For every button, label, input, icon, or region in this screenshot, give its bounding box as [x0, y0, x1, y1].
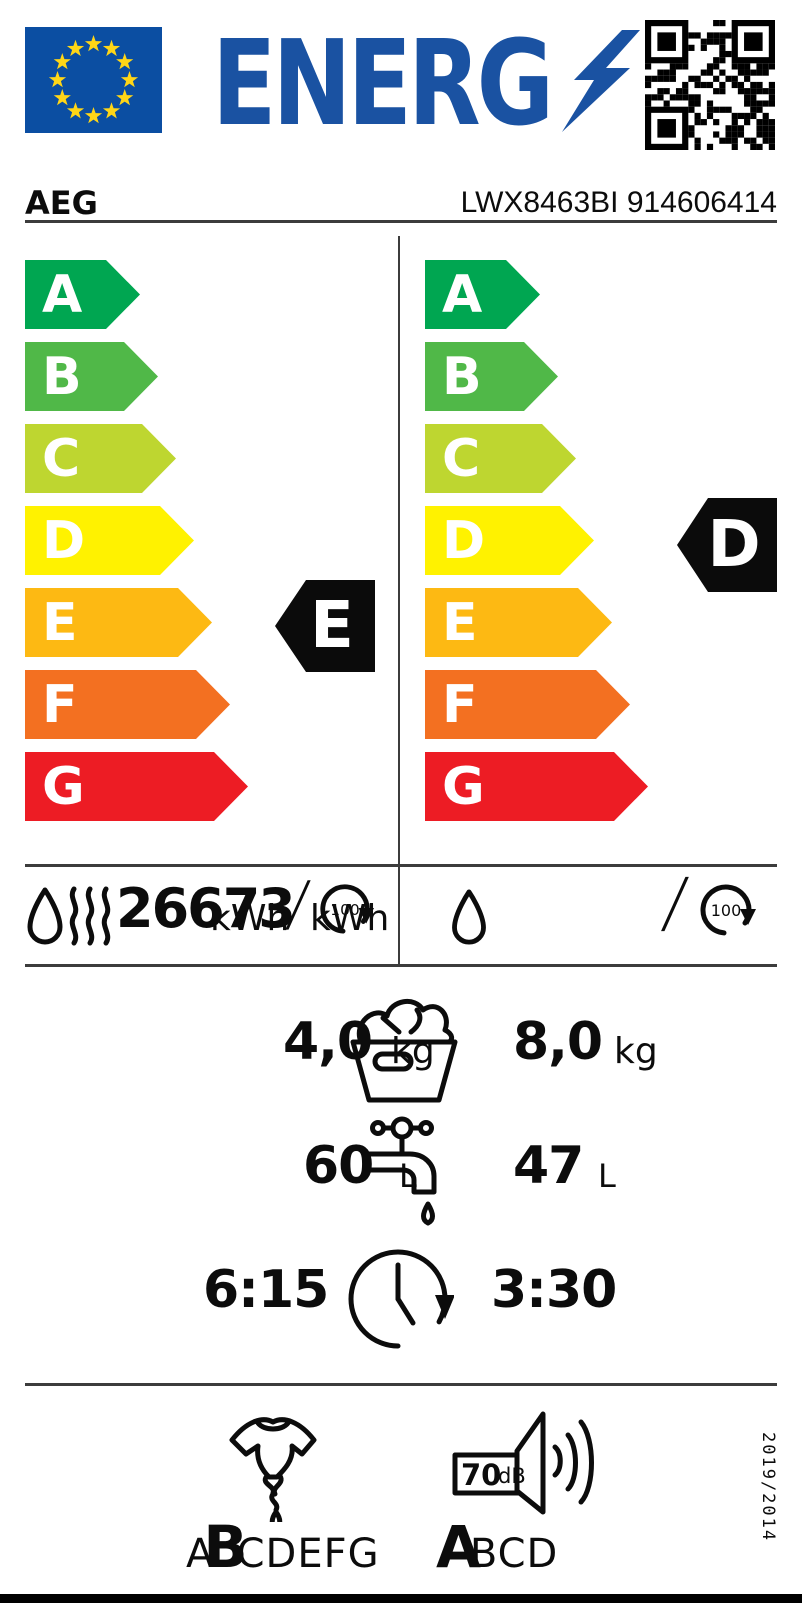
- noise-unit: dB: [498, 1464, 526, 1488]
- grade-arrow-left-g: G: [25, 752, 248, 821]
- rating-indicator-right: D: [677, 498, 777, 592]
- capacity-wash-unit: kg: [391, 1031, 435, 1072]
- grade-arrow-right-c: C: [425, 424, 576, 493]
- spin-class-scale: A B CDEFG: [186, 1518, 380, 1576]
- divider-consumption-bottom: [25, 964, 777, 967]
- grade-arrow-left-d: D: [25, 506, 194, 575]
- water-dry-unit: L: [598, 1157, 616, 1195]
- grade-letter: B: [42, 346, 82, 407]
- supplier-name: AEG: [25, 184, 98, 222]
- grade-arrow-right-f: F: [425, 670, 630, 739]
- divider-consumption-top: [25, 864, 777, 867]
- rating-letter-left: E: [310, 589, 354, 663]
- divider-header: [25, 220, 777, 223]
- noise-class-rating: A: [436, 1513, 481, 1581]
- energy-unit2-overlap: kWh: [310, 898, 390, 939]
- qr-code: [645, 20, 775, 150]
- heat-waves-icon: [69, 886, 111, 946]
- water-wash-value: 60: [303, 1136, 374, 1196]
- noise-classes-after: BCD: [469, 1531, 559, 1577]
- grade-letter: F: [442, 674, 478, 735]
- water-dry-value: 47: [513, 1136, 584, 1196]
- grade-letter: D: [442, 510, 486, 571]
- grade-letter: G: [442, 756, 485, 817]
- regulation-reference: 2019/2014: [758, 1432, 778, 1543]
- grade-arrow-left-e: E: [25, 588, 212, 657]
- grade-letter: C: [442, 428, 481, 489]
- capacity-wash-value: 4,0: [283, 1012, 373, 1072]
- grade-arrow-left-f: F: [25, 670, 230, 739]
- divider-center: [398, 236, 400, 966]
- grade-arrow-right-e: E: [425, 588, 612, 657]
- grade-letter: G: [42, 756, 85, 817]
- grade-letter: A: [42, 264, 83, 325]
- water-wash-unit: L: [399, 1157, 417, 1195]
- water-tap-icon: [363, 1116, 437, 1226]
- water-drop-icon-right: [452, 889, 486, 945]
- grade-arrow-right-a: A: [425, 260, 540, 329]
- lightning-bolt-icon: [562, 30, 640, 132]
- divider-bottom-section: [25, 1383, 777, 1386]
- capacity-dry-unit: kg: [614, 1031, 658, 1072]
- grade-arrow-right-b: B: [425, 342, 558, 411]
- grade-arrow-right-g: G: [425, 752, 648, 821]
- per-100-cycles-icon-right: 100: [700, 884, 756, 936]
- energ-logo-text: ENERG: [212, 14, 554, 152]
- grade-arrow-right-d: D: [425, 506, 594, 575]
- eu-flag: [25, 27, 162, 133]
- per-100-cycles-icon-left: 100: [320, 884, 374, 934]
- bottom-black-bar: [0, 1594, 802, 1603]
- grade-letter: E: [42, 592, 78, 653]
- spin-drying-icon: [229, 1417, 317, 1522]
- grade-arrow-left-a: A: [25, 260, 140, 329]
- grade-letter: F: [42, 674, 78, 735]
- cycles-count: 100: [711, 901, 742, 920]
- cycles-count: 100: [330, 901, 360, 919]
- capacity-dry-value: 8,0: [513, 1012, 603, 1072]
- clock-icon: [348, 1249, 454, 1349]
- grade-arrow-left-c: C: [25, 424, 176, 493]
- noise-class-scale: A BCD: [436, 1518, 558, 1576]
- energy-unit-overlap: kWh: [210, 898, 290, 939]
- water-drop-icon: [27, 887, 63, 945]
- rating-indicator-left: E: [275, 580, 375, 672]
- model-number: LWX8463BI 914606414: [460, 186, 777, 219]
- spin-class-rating: B: [203, 1513, 248, 1581]
- grade-letter: A: [442, 264, 483, 325]
- rating-letter-right: D: [707, 508, 761, 582]
- grade-letter: B: [442, 346, 482, 407]
- energy-value-combined: 26673: [116, 877, 296, 940]
- noise-speaker-icon: 70 dB: [452, 1411, 594, 1515]
- laundry-basket-icon: [350, 999, 458, 1103]
- grade-arrow-left-b: B: [25, 342, 158, 411]
- grade-letter: D: [42, 510, 86, 571]
- grade-letter: E: [442, 592, 478, 653]
- grade-letter: C: [42, 428, 81, 489]
- spin-classes-after: CDEFG: [236, 1531, 380, 1577]
- duration-combined-value: 6:15: [203, 1260, 329, 1320]
- duration-wash-value: 3:30: [491, 1260, 617, 1320]
- per-slash-right: /: [658, 864, 692, 941]
- spin-classes-before: A: [186, 1531, 215, 1577]
- noise-value: 70: [461, 1458, 501, 1492]
